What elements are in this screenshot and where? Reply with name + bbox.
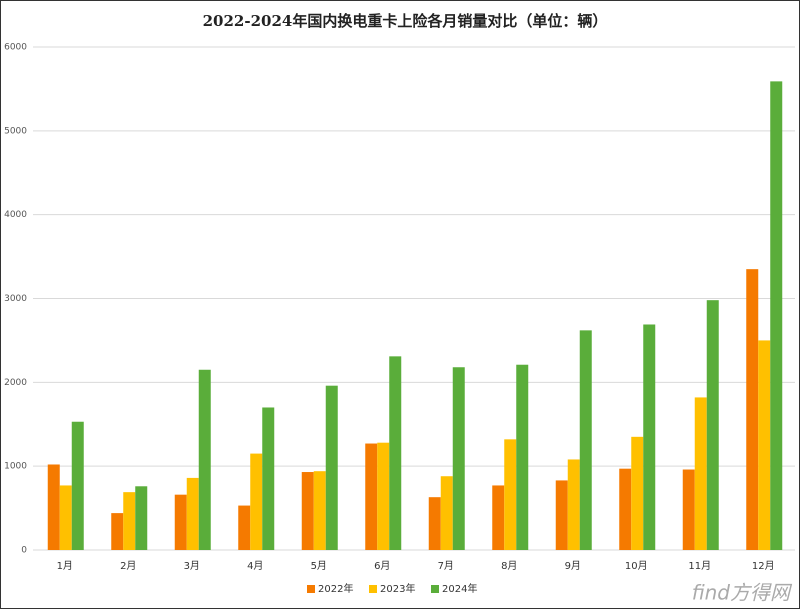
legend-label: 2022年 <box>318 582 353 595</box>
x-tick-label: 9月 <box>565 560 581 572</box>
y-tick-label: 2000 <box>4 378 27 388</box>
bar <box>643 324 656 550</box>
bar <box>440 476 453 550</box>
bar <box>262 407 275 550</box>
x-tick-label: 1月 <box>57 560 73 572</box>
x-tick-label: 4月 <box>247 560 263 572</box>
bar <box>555 480 568 550</box>
chart-title: 2022-2024年国内换电重卡上险各月销量对比（单位：辆） <box>203 12 608 30</box>
bar <box>313 471 326 550</box>
x-tick-label: 11月 <box>688 560 711 572</box>
bar <box>682 469 695 550</box>
bar <box>492 485 505 550</box>
y-tick-label: 6000 <box>4 43 27 53</box>
legend-label: 2023年 <box>380 582 415 595</box>
bar <box>516 364 529 550</box>
bar <box>47 464 60 550</box>
bar <box>111 513 124 550</box>
bar <box>123 492 136 550</box>
bar <box>504 439 517 550</box>
y-tick-label: 3000 <box>4 294 27 304</box>
y-tick-label: 5000 <box>4 126 27 136</box>
bar <box>758 340 771 550</box>
bar <box>250 453 263 550</box>
y-tick-label: 0 <box>21 546 27 556</box>
x-tick-label: 12月 <box>752 560 775 572</box>
legend-swatch <box>369 585 377 593</box>
bar <box>325 385 338 550</box>
bar <box>694 397 707 550</box>
legend-swatch <box>431 585 439 593</box>
bar <box>198 369 211 550</box>
bar <box>746 269 759 550</box>
x-tick-label: 7月 <box>438 560 454 572</box>
x-tick-label: 8月 <box>501 560 517 572</box>
x-tick-label: 2月 <box>120 560 136 572</box>
bar <box>631 436 644 550</box>
bar <box>135 486 148 550</box>
bar <box>238 505 251 550</box>
bar <box>428 497 441 550</box>
x-tick-label: 3月 <box>184 560 200 572</box>
bar <box>389 356 402 550</box>
y-tick-label: 4000 <box>4 210 27 220</box>
bar <box>452 367 465 550</box>
legend-swatch <box>307 585 315 593</box>
bar <box>567 459 580 550</box>
bar <box>619 468 632 550</box>
bar <box>579 330 592 550</box>
x-tick-label: 10月 <box>625 560 648 572</box>
x-tick-label: 6月 <box>374 560 390 572</box>
bar <box>174 494 187 550</box>
legend-label: 2024年 <box>442 582 477 595</box>
bar <box>59 485 72 550</box>
bar <box>770 81 783 550</box>
watermark: find方得网 <box>692 581 793 605</box>
bar <box>186 477 199 550</box>
bar <box>706 300 719 550</box>
bar <box>365 443 378 550</box>
bar <box>71 421 84 550</box>
y-tick-label: 1000 <box>4 462 27 472</box>
x-tick-label: 5月 <box>311 560 327 572</box>
bar <box>377 442 390 550</box>
bar <box>301 472 314 550</box>
